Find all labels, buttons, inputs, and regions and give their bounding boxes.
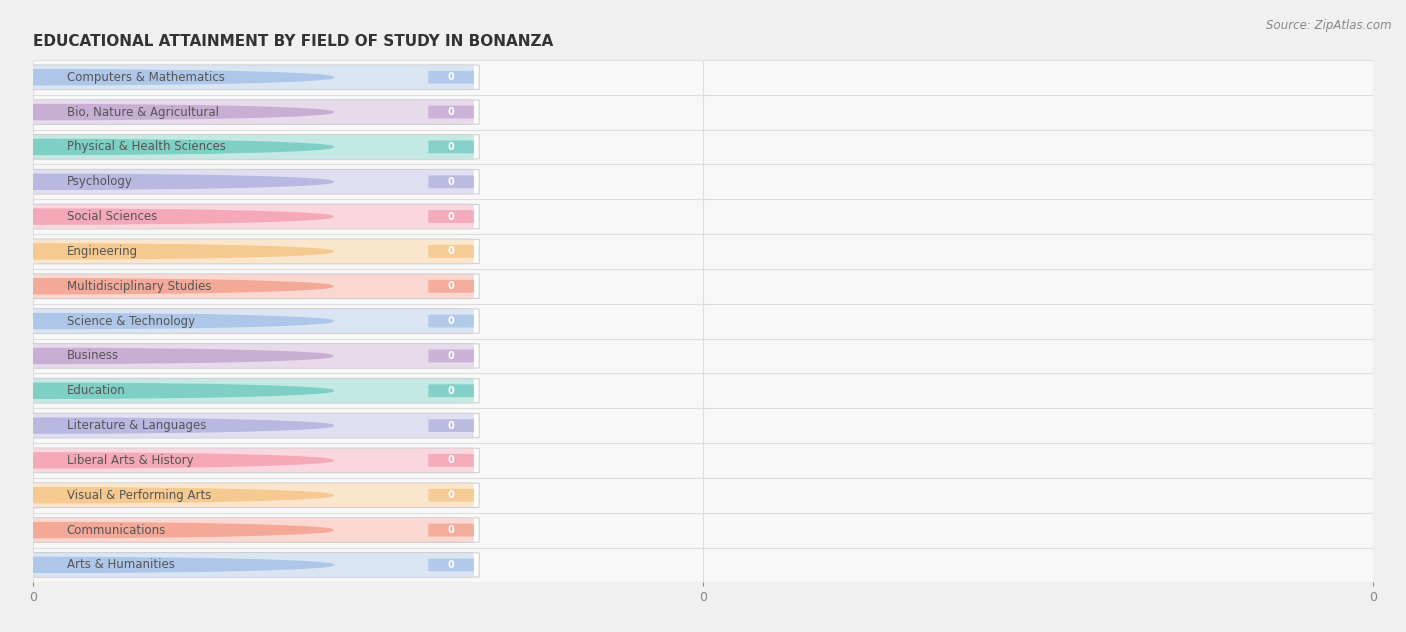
FancyBboxPatch shape: [21, 483, 474, 507]
FancyBboxPatch shape: [21, 170, 474, 193]
FancyBboxPatch shape: [429, 384, 474, 397]
FancyBboxPatch shape: [429, 140, 474, 154]
FancyBboxPatch shape: [15, 274, 479, 299]
FancyBboxPatch shape: [429, 315, 474, 327]
Circle shape: [0, 244, 333, 259]
Text: Multidisciplinary Studies: Multidisciplinary Studies: [66, 280, 211, 293]
FancyBboxPatch shape: [429, 349, 474, 362]
FancyBboxPatch shape: [15, 483, 479, 507]
FancyBboxPatch shape: [429, 489, 474, 502]
FancyBboxPatch shape: [21, 274, 474, 298]
Circle shape: [0, 418, 333, 433]
FancyBboxPatch shape: [15, 518, 479, 542]
FancyBboxPatch shape: [15, 379, 479, 403]
Text: 0: 0: [447, 386, 454, 396]
FancyBboxPatch shape: [429, 524, 474, 537]
Circle shape: [0, 70, 333, 85]
Text: Bio, Nature & Agricultural: Bio, Nature & Agricultural: [66, 106, 218, 119]
Text: 0: 0: [447, 351, 454, 361]
Text: Liberal Arts & History: Liberal Arts & History: [66, 454, 193, 467]
Text: Education: Education: [66, 384, 125, 398]
Circle shape: [0, 383, 333, 398]
Circle shape: [0, 488, 333, 503]
Text: EDUCATIONAL ATTAINMENT BY FIELD OF STUDY IN BONANZA: EDUCATIONAL ATTAINMENT BY FIELD OF STUDY…: [34, 34, 554, 49]
FancyBboxPatch shape: [429, 175, 474, 188]
FancyBboxPatch shape: [429, 245, 474, 258]
FancyBboxPatch shape: [21, 65, 474, 89]
Text: Social Sciences: Social Sciences: [66, 210, 157, 223]
Text: Engineering: Engineering: [66, 245, 138, 258]
FancyBboxPatch shape: [429, 71, 474, 83]
Text: Visual & Performing Arts: Visual & Performing Arts: [66, 489, 211, 502]
Circle shape: [0, 209, 333, 224]
Circle shape: [0, 174, 333, 190]
FancyBboxPatch shape: [429, 280, 474, 293]
Circle shape: [0, 348, 333, 363]
FancyBboxPatch shape: [15, 135, 479, 159]
FancyBboxPatch shape: [15, 169, 479, 194]
FancyBboxPatch shape: [21, 553, 474, 577]
Text: Communications: Communications: [66, 523, 166, 537]
FancyBboxPatch shape: [429, 106, 474, 119]
FancyBboxPatch shape: [15, 413, 479, 438]
Text: 0: 0: [447, 490, 454, 501]
Text: 0: 0: [447, 281, 454, 291]
FancyBboxPatch shape: [21, 414, 474, 437]
FancyBboxPatch shape: [429, 210, 474, 223]
FancyBboxPatch shape: [15, 552, 479, 577]
FancyBboxPatch shape: [429, 419, 474, 432]
FancyBboxPatch shape: [15, 65, 479, 90]
Text: Physical & Health Sciences: Physical & Health Sciences: [66, 140, 225, 154]
Text: 0: 0: [447, 525, 454, 535]
Text: Arts & Humanities: Arts & Humanities: [66, 559, 174, 571]
FancyBboxPatch shape: [15, 344, 479, 368]
FancyBboxPatch shape: [15, 204, 479, 229]
Circle shape: [0, 557, 333, 573]
Text: 0: 0: [447, 560, 454, 570]
Text: Literature & Languages: Literature & Languages: [66, 419, 205, 432]
Circle shape: [0, 104, 333, 119]
FancyBboxPatch shape: [21, 100, 474, 124]
Text: Science & Technology: Science & Technology: [66, 315, 194, 327]
FancyBboxPatch shape: [429, 454, 474, 467]
Text: Computers & Mathematics: Computers & Mathematics: [66, 71, 225, 84]
FancyBboxPatch shape: [15, 100, 479, 125]
FancyBboxPatch shape: [429, 559, 474, 571]
FancyBboxPatch shape: [15, 308, 479, 334]
Text: Psychology: Psychology: [66, 175, 132, 188]
Text: 0: 0: [447, 420, 454, 430]
Text: 0: 0: [447, 177, 454, 187]
Text: 0: 0: [447, 142, 454, 152]
FancyBboxPatch shape: [21, 205, 474, 229]
FancyBboxPatch shape: [21, 518, 474, 542]
Text: 0: 0: [447, 107, 454, 117]
Circle shape: [0, 313, 333, 329]
Text: Source: ZipAtlas.com: Source: ZipAtlas.com: [1267, 19, 1392, 32]
Circle shape: [0, 523, 333, 538]
Circle shape: [0, 140, 333, 154]
Circle shape: [0, 279, 333, 294]
FancyBboxPatch shape: [21, 379, 474, 403]
FancyBboxPatch shape: [21, 344, 474, 368]
Text: 0: 0: [447, 316, 454, 326]
Circle shape: [0, 453, 333, 468]
Text: 0: 0: [447, 456, 454, 465]
FancyBboxPatch shape: [21, 449, 474, 472]
Text: 0: 0: [447, 212, 454, 222]
FancyBboxPatch shape: [15, 239, 479, 264]
Text: 0: 0: [447, 246, 454, 257]
FancyBboxPatch shape: [15, 448, 479, 473]
Text: Business: Business: [66, 349, 118, 362]
FancyBboxPatch shape: [21, 309, 474, 333]
Text: 0: 0: [447, 72, 454, 82]
FancyBboxPatch shape: [21, 240, 474, 264]
FancyBboxPatch shape: [21, 135, 474, 159]
